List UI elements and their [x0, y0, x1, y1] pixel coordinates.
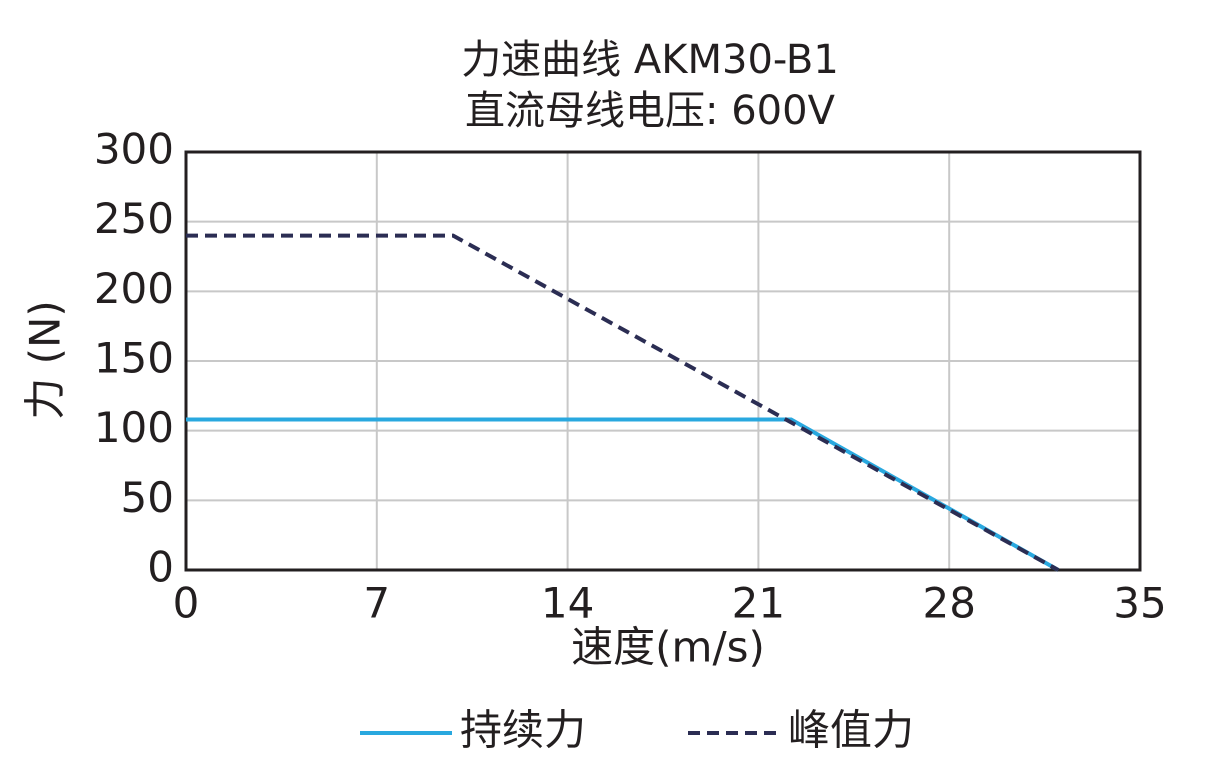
x-tick-label: 0: [173, 579, 200, 628]
legend-label: 峰值力: [788, 706, 914, 755]
x-tick-label: 7: [363, 579, 390, 628]
y-tick-label: 0: [147, 543, 174, 592]
series-line: [186, 417, 1060, 572]
y-tick-label: 200: [94, 264, 174, 313]
x-tick-label: 28: [922, 579, 975, 628]
y-tick-label: 150: [94, 334, 174, 383]
y-axis-label: 力 (N): [21, 300, 70, 420]
chart-subtitle: 直流母线电压: 600V: [465, 88, 836, 134]
chart-title: 力速曲线 AKM30-B1: [461, 37, 839, 83]
x-tick-label: 21: [732, 579, 785, 628]
y-tick-label: 250: [94, 194, 174, 243]
x-tick-label: 14: [541, 579, 594, 628]
y-tick-label: 100: [94, 403, 174, 452]
x-tick-label: 35: [1113, 579, 1166, 628]
x-axis-label: 速度(m/s): [571, 623, 765, 672]
y-tick-label: 50: [121, 473, 174, 522]
legend-label: 持续力: [460, 706, 586, 755]
plot-frame: [184, 150, 1142, 572]
y-tick-label: 300: [94, 125, 174, 174]
series-line: [186, 233, 1060, 572]
